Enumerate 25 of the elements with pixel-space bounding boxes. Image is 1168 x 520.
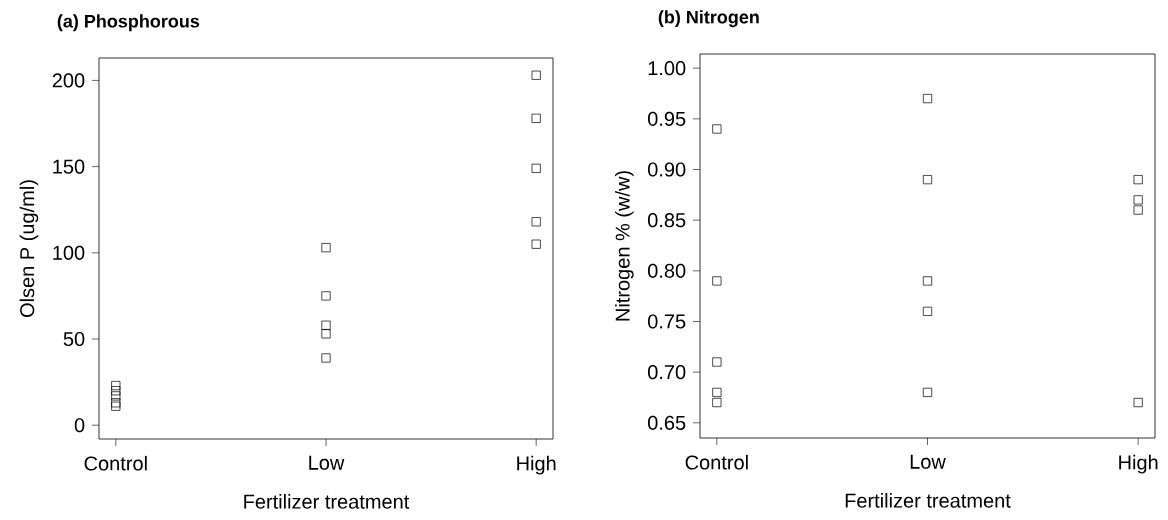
y-tick-label: 0.90 <box>648 162 686 177</box>
y-tick-label: 50 <box>63 331 85 347</box>
y-tick-label: 200 <box>52 73 85 88</box>
x-tick-label: Low <box>910 454 946 469</box>
y-tick-label: 0.80 <box>648 263 686 278</box>
chart-title: (b) Nitrogen <box>658 10 759 28</box>
y-axis-title: Olsen P (ug/ml) <box>19 180 39 318</box>
x-axis-title: Fertilizer treatment <box>845 493 1011 508</box>
x-tick-label: High <box>1119 454 1158 474</box>
y-tick-label: 0.75 <box>648 314 686 329</box>
y-tick-label: 0 <box>74 418 85 433</box>
y-tick-label: 100 <box>53 245 85 260</box>
x-tick-label: Control <box>685 454 748 470</box>
x-tick-label: Low <box>309 455 345 470</box>
y-axis-title: Nitrogen % (w/w) <box>615 171 634 321</box>
chart-title: (a) Phosphorous <box>57 14 200 32</box>
y-tick-label: 0.65 <box>648 415 686 430</box>
x-tick-label: Control <box>84 455 147 471</box>
y-tick-label: 150 <box>53 159 85 174</box>
x-tick-label: High <box>517 455 556 475</box>
y-tick-label: 0.95 <box>648 111 686 126</box>
y-tick-label: 0.85 <box>648 213 686 228</box>
y-tick-label: 0.70 <box>648 365 686 380</box>
y-tick-label: 1.00 <box>648 61 686 76</box>
x-axis-title: Fertilizer treatment <box>244 494 410 509</box>
